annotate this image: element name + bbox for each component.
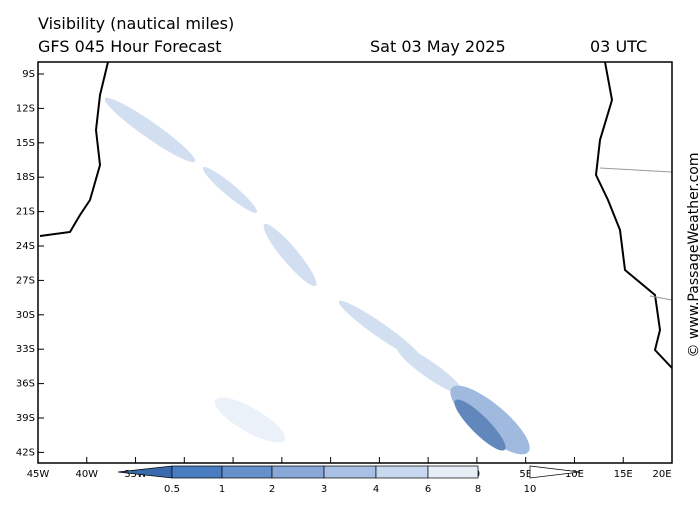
time: 03 UTC: [590, 37, 647, 56]
model: GFS 045 Hour Forecast: [38, 37, 222, 56]
date: Sat 03 May 2025: [370, 37, 506, 56]
colorbar-label: 1: [219, 484, 225, 495]
colorbar-segment: [427, 465, 479, 479]
colorbar-segment: [221, 465, 273, 479]
coastlines: [39, 61, 673, 369]
credit: © www.PassageWeather.com: [686, 152, 700, 357]
lat-label: 21S: [16, 207, 35, 218]
lat-label: 24S: [16, 241, 35, 252]
lat-label: 42S: [16, 447, 35, 458]
colorbar-label: 10: [524, 484, 537, 495]
colorbar-segment: [375, 465, 429, 479]
borders: [599, 167, 673, 301]
lat-label: 15S: [16, 138, 35, 149]
colorbar-segment: [271, 465, 325, 479]
lat-label: 27S: [16, 275, 35, 286]
title: Visibility (nautical miles): [38, 14, 234, 33]
lon-label: 40W: [75, 469, 98, 480]
colorbar-label: 2: [269, 484, 275, 495]
colorbar-segment: [171, 465, 223, 479]
colorbar-label: 8: [475, 484, 481, 495]
lon-label: 45W: [27, 469, 50, 480]
lon-label: 20E: [652, 469, 671, 480]
colorbar-label: 6: [425, 484, 431, 495]
visibility-field: [104, 97, 530, 455]
colorbar-segment: [529, 465, 581, 479]
lat-label: 33S: [16, 344, 35, 355]
lon-label: 15E: [614, 469, 633, 480]
map-frame: [37, 61, 673, 464]
lat-label: 12S: [16, 103, 35, 114]
lat-label: 30S: [16, 310, 35, 321]
lon-label: 10E: [565, 469, 584, 480]
lon-label: 35W: [124, 469, 147, 480]
lon-label: 5E: [519, 469, 532, 480]
colorbar-label: 0.5: [164, 484, 180, 495]
colorbar-label: 4: [373, 484, 379, 495]
colorbar-label: 3: [321, 484, 327, 495]
lat-label: 18S: [16, 172, 35, 183]
lat-label: 9S: [22, 69, 35, 80]
lat-label: 39S: [16, 413, 35, 424]
colorbar-segment: [323, 465, 377, 479]
lat-label: 36S: [16, 379, 35, 390]
